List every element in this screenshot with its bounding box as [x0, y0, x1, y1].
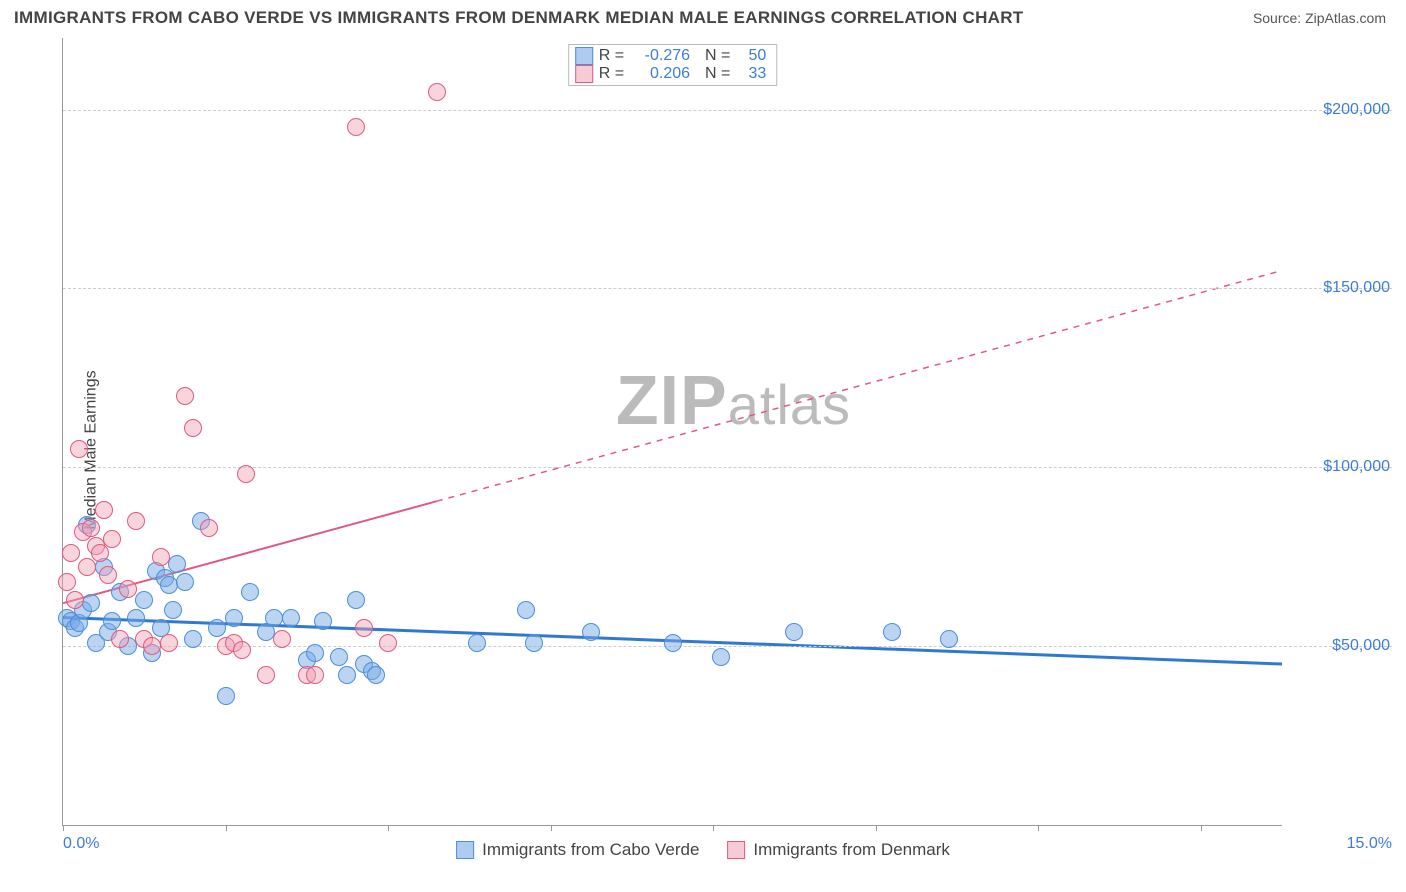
data-point	[111, 630, 129, 648]
stats-row-pink: R =0.206 N =33	[575, 65, 767, 83]
data-point	[164, 601, 182, 619]
gridline	[63, 646, 1392, 647]
data-point	[184, 630, 202, 648]
x-tick	[63, 825, 64, 831]
data-point	[95, 501, 113, 519]
data-point	[82, 519, 100, 537]
data-point	[127, 512, 145, 530]
plot-region: ZIPatlas R =-0.276 N =50 R =0.206 N =33 …	[62, 38, 1282, 826]
data-point	[233, 641, 251, 659]
data-point	[200, 519, 218, 537]
data-point	[184, 419, 202, 437]
y-tick-label: $100,000	[1290, 458, 1390, 476]
data-point	[338, 666, 356, 684]
data-point	[355, 619, 373, 637]
data-point	[241, 583, 259, 601]
gridline	[63, 110, 1392, 111]
data-point	[119, 580, 137, 598]
chart-area: Median Male Earnings ZIPatlas R =-0.276 …	[14, 38, 1392, 862]
data-point	[103, 530, 121, 548]
x-tick	[551, 825, 552, 831]
data-point	[208, 619, 226, 637]
data-point	[103, 612, 121, 630]
data-point	[330, 648, 348, 666]
legend-item-denmark: Immigrants from Denmark	[727, 840, 949, 860]
data-point	[428, 83, 446, 101]
x-tick	[226, 825, 227, 831]
x-tick	[1038, 825, 1039, 831]
x-tick-label: 15.0%	[1347, 835, 1392, 853]
data-point	[78, 558, 96, 576]
gridline	[63, 467, 1392, 468]
data-point	[237, 465, 255, 483]
data-point	[127, 609, 145, 627]
series-legend: Immigrants from Cabo Verde Immigrants fr…	[456, 840, 950, 860]
data-point	[62, 544, 80, 562]
swatch-blue-icon	[575, 47, 593, 65]
data-point	[160, 634, 178, 652]
chart-title: IMMIGRANTS FROM CABO VERDE VS IMMIGRANTS…	[14, 8, 1023, 28]
data-point	[306, 644, 324, 662]
stats-legend: R =-0.276 N =50 R =0.206 N =33	[568, 44, 778, 86]
data-point	[135, 591, 153, 609]
x-tick	[876, 825, 877, 831]
data-point	[66, 591, 84, 609]
data-point	[82, 594, 100, 612]
data-point	[99, 566, 117, 584]
data-point	[160, 576, 178, 594]
x-tick	[713, 825, 714, 831]
data-point	[70, 440, 88, 458]
data-point	[379, 634, 397, 652]
y-tick-label: $50,000	[1290, 637, 1390, 655]
data-point	[940, 630, 958, 648]
gridline	[63, 288, 1392, 289]
data-point	[225, 609, 243, 627]
data-point	[152, 548, 170, 566]
data-point	[785, 623, 803, 641]
x-tick	[1201, 825, 1202, 831]
data-point	[143, 637, 161, 655]
swatch-pink-icon	[727, 841, 745, 859]
data-point	[176, 387, 194, 405]
x-tick	[388, 825, 389, 831]
data-point	[664, 634, 682, 652]
data-point	[91, 544, 109, 562]
swatch-blue-icon	[456, 841, 474, 859]
data-point	[517, 601, 535, 619]
data-point	[712, 648, 730, 666]
data-point	[58, 573, 76, 591]
data-point	[582, 623, 600, 641]
source-label: Source: ZipAtlas.com	[1253, 10, 1386, 26]
trend-lines	[63, 38, 1282, 825]
data-point	[282, 609, 300, 627]
data-point	[883, 623, 901, 641]
y-tick-label: $200,000	[1290, 101, 1390, 119]
data-point	[367, 666, 385, 684]
data-point	[273, 630, 291, 648]
data-point	[347, 591, 365, 609]
legend-item-cabo-verde: Immigrants from Cabo Verde	[456, 840, 699, 860]
data-point	[217, 687, 235, 705]
swatch-pink-icon	[575, 65, 593, 83]
y-tick-label: $150,000	[1290, 279, 1390, 297]
stats-row-blue: R =-0.276 N =50	[575, 47, 767, 65]
data-point	[306, 666, 324, 684]
data-point	[347, 118, 365, 136]
data-point	[525, 634, 543, 652]
data-point	[314, 612, 332, 630]
data-point	[176, 573, 194, 591]
data-point	[468, 634, 486, 652]
data-point	[168, 555, 186, 573]
data-point	[257, 666, 275, 684]
x-tick-label: 0.0%	[63, 835, 99, 853]
